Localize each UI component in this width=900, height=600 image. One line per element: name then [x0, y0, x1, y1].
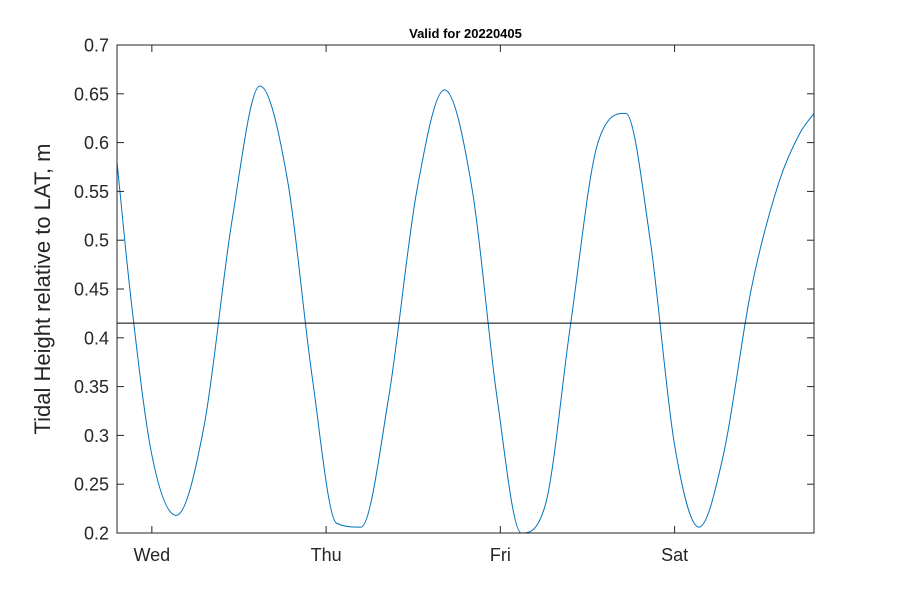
x-axis-ticks: Wed Thu Fri Sat [134, 45, 688, 565]
plot-area: 0.2 0.25 0.3 0.35 0.4 0.45 0.5 0.55 0.6 0.65 0.7 W… [74, 36, 815, 565]
y-tick-label: 0.5 [84, 231, 109, 251]
y-tick-label: 0.35 [74, 377, 109, 397]
y-tick-label: 0.55 [74, 182, 109, 202]
y-axis-ticks: 0.2 0.25 0.3 0.35 0.4 0.45 0.5 0.55 0.6 0.65 0.7 [74, 36, 814, 544]
axes-box [117, 45, 814, 533]
tidal-height-line [116, 85, 815, 534]
x-tick-label: Fri [490, 545, 511, 565]
y-tick-label: 0.6 [84, 133, 109, 153]
y-axis-label: Tidal Height relative to LAT, m [30, 143, 55, 434]
y-tick-label: 0.4 [84, 328, 109, 348]
y-tick-label: 0.2 [84, 524, 109, 544]
series-layer [116, 85, 815, 534]
y-tick-label: 0.7 [84, 36, 109, 56]
y-tick-label: 0.3 [84, 426, 109, 446]
x-tick-label: Thu [311, 545, 342, 565]
x-tick-label: Sat [661, 545, 688, 565]
chart-title: Valid for 20220405 [409, 26, 522, 41]
x-tick-label: Wed [134, 545, 171, 565]
y-tick-label: 0.45 [74, 280, 109, 300]
y-tick-label: 0.65 [74, 84, 109, 104]
y-tick-label: 0.25 [74, 475, 109, 495]
